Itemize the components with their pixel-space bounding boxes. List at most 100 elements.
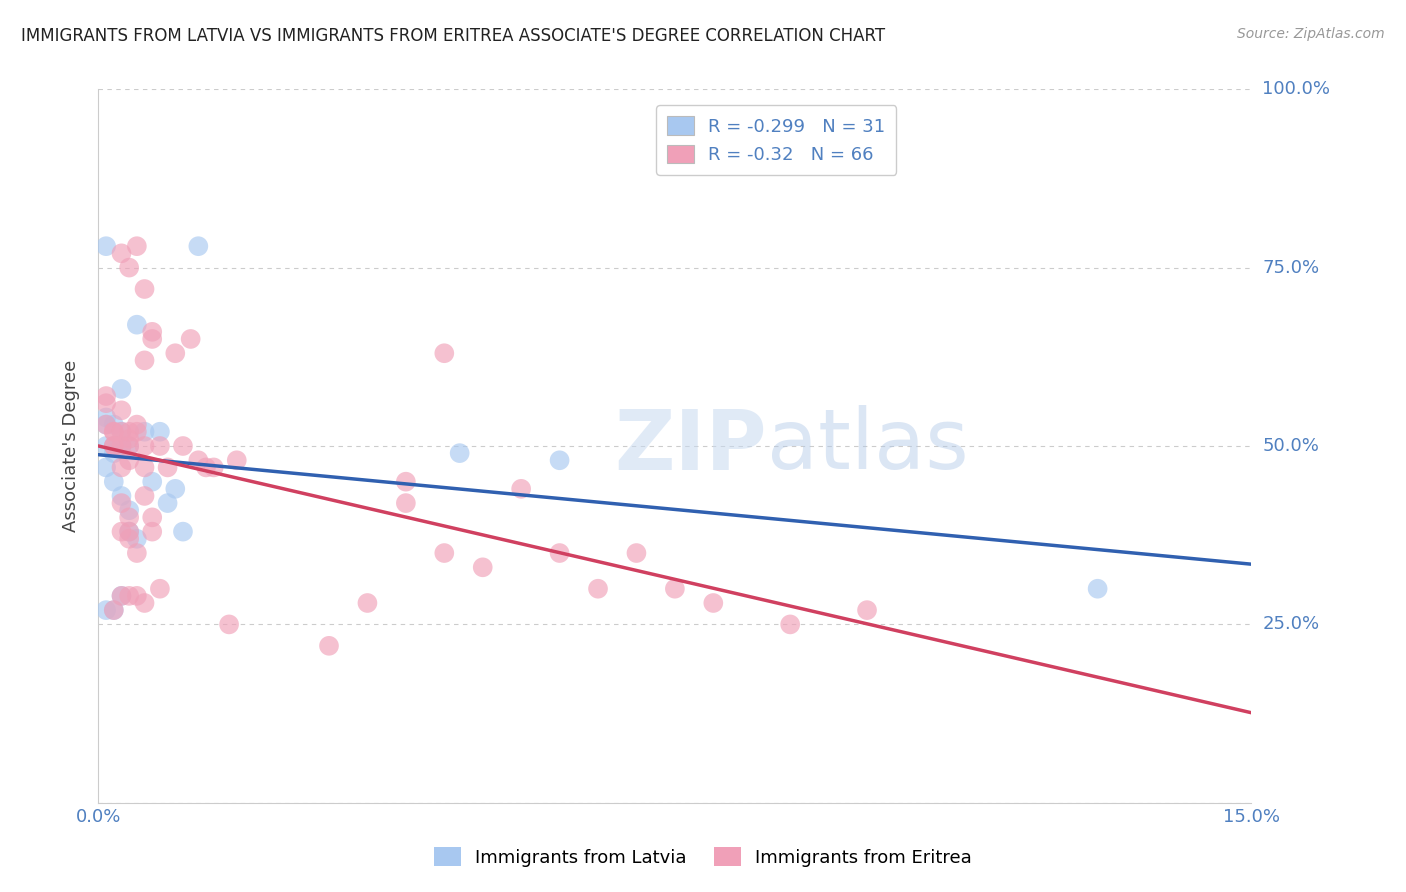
Point — [172, 439, 194, 453]
Text: atlas: atlas — [768, 406, 969, 486]
Point — [103, 439, 125, 453]
Point — [156, 496, 179, 510]
Legend: Immigrants from Latvia, Immigrants from Eritrea: Immigrants from Latvia, Immigrants from … — [426, 840, 980, 874]
Point — [103, 425, 125, 439]
Point — [110, 246, 132, 260]
Point — [141, 475, 163, 489]
Point — [94, 603, 117, 617]
Point — [110, 439, 132, 453]
Point — [134, 489, 156, 503]
Point — [702, 596, 724, 610]
Y-axis label: Associate's Degree: Associate's Degree — [62, 359, 80, 533]
Point — [225, 453, 247, 467]
Point — [395, 496, 418, 510]
Point — [172, 524, 194, 539]
Point — [356, 596, 378, 610]
Point — [118, 453, 141, 467]
Point — [94, 417, 117, 432]
Point — [125, 589, 148, 603]
Point — [187, 239, 209, 253]
Point — [110, 589, 132, 603]
Point — [94, 417, 117, 432]
Point — [779, 617, 801, 632]
Point — [187, 453, 209, 467]
Text: IMMIGRANTS FROM LATVIA VS IMMIGRANTS FROM ERITREA ASSOCIATE'S DEGREE CORRELATION: IMMIGRANTS FROM LATVIA VS IMMIGRANTS FRO… — [21, 27, 886, 45]
Point — [125, 546, 148, 560]
Point — [141, 332, 163, 346]
Point — [134, 460, 156, 475]
Point — [856, 603, 879, 617]
Text: 75.0%: 75.0% — [1263, 259, 1320, 277]
Text: Source: ZipAtlas.com: Source: ZipAtlas.com — [1237, 27, 1385, 41]
Point — [118, 432, 141, 446]
Point — [118, 503, 141, 517]
Point — [110, 589, 132, 603]
Point — [626, 546, 648, 560]
Point — [103, 417, 125, 432]
Point — [94, 410, 117, 425]
Point — [510, 482, 533, 496]
Point — [94, 389, 117, 403]
Point — [125, 239, 148, 253]
Point — [94, 460, 117, 475]
Point — [118, 260, 141, 275]
Point — [134, 353, 156, 368]
Point — [125, 425, 148, 439]
Point — [103, 603, 125, 617]
Point — [125, 417, 148, 432]
Point — [586, 582, 609, 596]
Point — [125, 318, 148, 332]
Point — [118, 524, 141, 539]
Point — [110, 403, 132, 417]
Point — [134, 425, 156, 439]
Point — [548, 453, 571, 467]
Point — [110, 439, 132, 453]
Point — [433, 346, 456, 360]
Point — [433, 546, 456, 560]
Point — [103, 425, 125, 439]
Point — [134, 282, 156, 296]
Point — [664, 582, 686, 596]
Point — [110, 460, 132, 475]
Point — [118, 524, 141, 539]
Point — [218, 617, 240, 632]
Text: 50.0%: 50.0% — [1263, 437, 1319, 455]
Point — [103, 439, 125, 453]
Point — [149, 425, 172, 439]
Text: 100.0%: 100.0% — [1263, 80, 1330, 98]
Point — [395, 475, 418, 489]
Point — [118, 589, 141, 603]
Point — [118, 532, 141, 546]
Point — [165, 346, 187, 360]
Point — [110, 382, 132, 396]
Legend: R = -0.299   N = 31, R = -0.32   N = 66: R = -0.299 N = 31, R = -0.32 N = 66 — [657, 105, 897, 175]
Point — [149, 582, 172, 596]
Point — [195, 460, 218, 475]
Point — [141, 524, 163, 539]
Point — [318, 639, 340, 653]
Point — [118, 510, 141, 524]
Point — [1087, 582, 1109, 596]
Text: ZIP: ZIP — [614, 406, 768, 486]
Point — [110, 425, 132, 439]
Point — [94, 396, 117, 410]
Point — [202, 460, 225, 475]
Point — [165, 482, 187, 496]
Point — [118, 439, 141, 453]
Point — [118, 425, 141, 439]
Point — [110, 496, 132, 510]
Point — [110, 524, 132, 539]
Point — [449, 446, 471, 460]
Point — [94, 239, 117, 253]
Point — [118, 439, 141, 453]
Point — [110, 489, 132, 503]
Point — [103, 446, 125, 460]
Point — [125, 532, 148, 546]
Point — [94, 439, 117, 453]
Point — [141, 510, 163, 524]
Point — [103, 439, 125, 453]
Point — [103, 475, 125, 489]
Point — [110, 425, 132, 439]
Point — [141, 325, 163, 339]
Text: 25.0%: 25.0% — [1263, 615, 1320, 633]
